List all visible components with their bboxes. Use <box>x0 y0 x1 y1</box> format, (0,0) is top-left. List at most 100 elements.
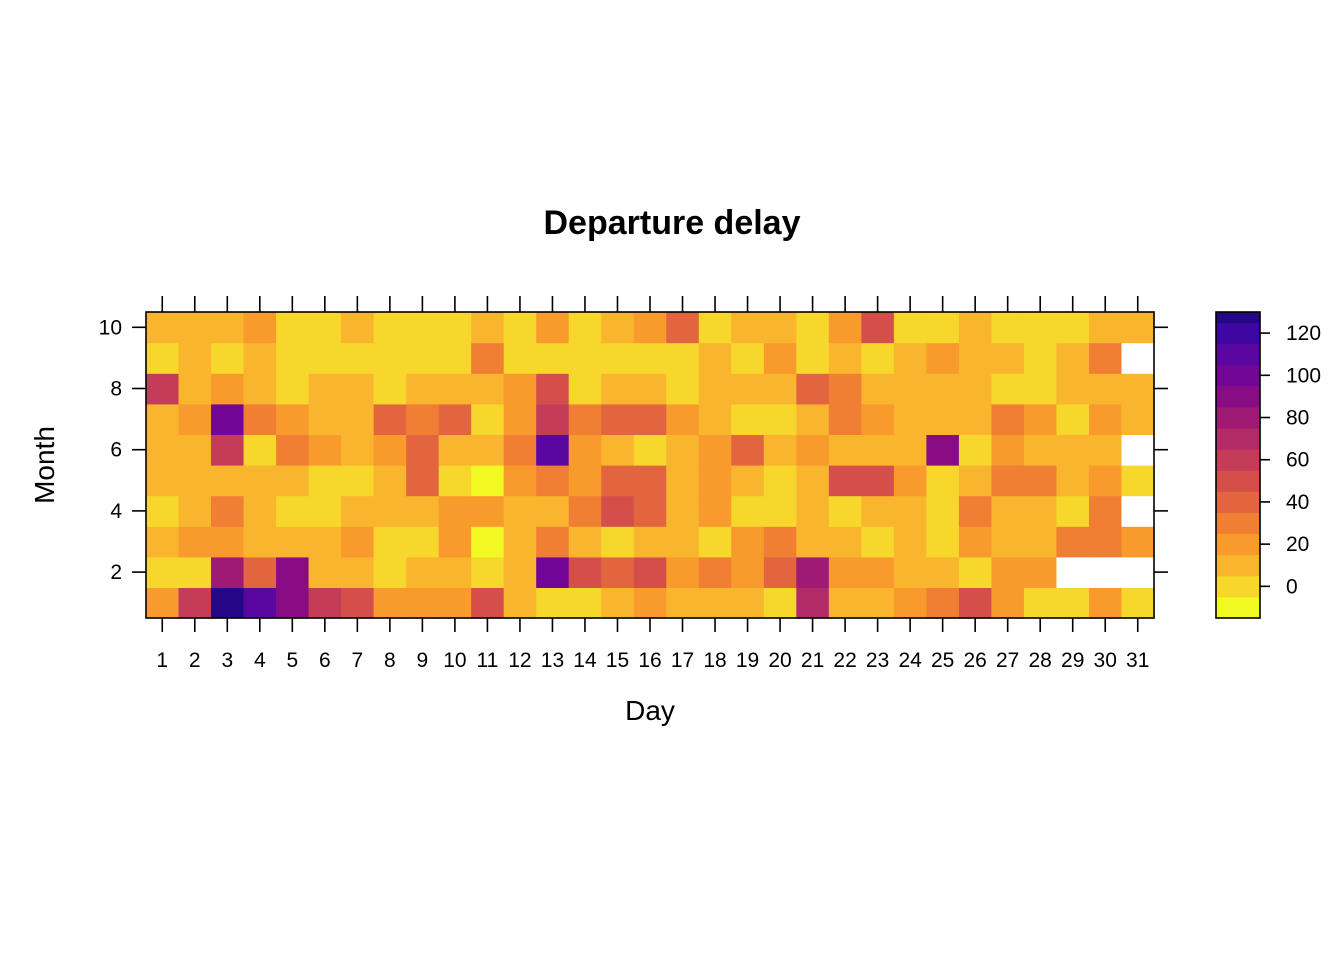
x-tick-label: 4 <box>254 649 266 672</box>
heatmap-cell <box>633 312 667 344</box>
heatmap-cell <box>536 526 570 558</box>
heatmap-cell <box>926 526 960 558</box>
heatmap-cell <box>1121 403 1155 435</box>
heatmap-cell <box>666 556 700 588</box>
heatmap-cell <box>276 373 310 405</box>
heatmap-cell <box>1056 526 1090 558</box>
heatmap-cell <box>796 556 830 588</box>
heatmap-cell <box>958 495 993 527</box>
heatmap-cell <box>503 373 537 405</box>
y-tick-label: 6 <box>110 439 122 462</box>
x-tick-label: 14 <box>573 649 597 672</box>
heatmap-cell <box>308 465 342 497</box>
heatmap-cell <box>698 526 732 558</box>
heatmap-cell <box>406 587 440 619</box>
color-legend: 0 20 40 60 80 100 120 <box>1215 311 1321 619</box>
heatmap-cell <box>1023 434 1058 466</box>
x-tick-label: 17 <box>671 649 694 672</box>
heatmap-cell <box>796 312 830 344</box>
heatmap-cell <box>178 312 212 344</box>
heatmap-cell <box>601 495 635 527</box>
heatmap-cell <box>893 587 927 619</box>
heatmap-cell <box>1088 403 1123 435</box>
heatmap-cell <box>503 495 537 527</box>
heatmap-cell <box>536 403 570 435</box>
heatmap-cell <box>601 587 635 619</box>
heatmap-cell <box>438 403 472 435</box>
heatmap-cell <box>893 434 927 466</box>
heatmap-cell <box>958 526 993 558</box>
heatmap-cell <box>536 556 570 588</box>
x-tick-label: 5 <box>286 649 298 672</box>
heatmap-cell <box>666 342 700 374</box>
heatmap-cells <box>146 312 1155 619</box>
heatmap-cell <box>633 587 667 619</box>
heatmap-cell <box>211 434 245 466</box>
heatmap-cell <box>568 373 602 405</box>
heatmap-cell <box>178 556 212 588</box>
heatmap-cell <box>211 312 245 344</box>
heatmap-cell <box>633 526 667 558</box>
legend-swatch <box>1216 554 1260 577</box>
heatmap-cell <box>601 342 635 374</box>
heatmap-cell <box>308 434 342 466</box>
y-axis: 2 4 6 8 10 <box>99 316 1168 584</box>
heatmap-cell <box>698 495 732 527</box>
legend-swatch <box>1216 406 1260 429</box>
heatmap-cell <box>926 373 960 405</box>
heatmap-cell <box>406 312 440 344</box>
heatmap-cell <box>763 526 797 558</box>
x-tick-label: 15 <box>606 649 629 672</box>
heatmap-cell <box>406 526 440 558</box>
heatmap-cell <box>373 403 407 435</box>
legend-tick-label: 60 <box>1286 449 1309 472</box>
heatmap-cell <box>1121 312 1155 344</box>
heatmap-cell <box>926 403 960 435</box>
heatmap-cell <box>373 495 407 527</box>
heatmap-cell <box>1088 342 1123 374</box>
heatmap-cell <box>308 556 342 588</box>
heatmap-cell <box>146 465 180 497</box>
heatmap-cell <box>406 373 440 405</box>
heatmap-cell <box>861 373 895 405</box>
heatmap-cell <box>731 403 765 435</box>
heatmap-cell <box>1121 434 1155 466</box>
x-tick-label: 7 <box>352 649 364 672</box>
heatmap-cell <box>698 373 732 405</box>
heatmap-cell <box>828 434 862 466</box>
heatmap-cell <box>698 587 732 619</box>
heatmap-cell <box>373 465 407 497</box>
x-tick-label: 26 <box>963 649 986 672</box>
x-tick-label: 28 <box>1029 649 1052 672</box>
legend-swatch <box>1216 596 1260 619</box>
heatmap-cell <box>763 495 797 527</box>
heatmap-cell <box>893 465 927 497</box>
heatmap-cell <box>1023 373 1058 405</box>
heatmap-cell <box>406 403 440 435</box>
heatmap-cell <box>1056 434 1090 466</box>
heatmap-cell <box>373 587 407 619</box>
heatmap-cell <box>991 434 1025 466</box>
heatmap-cell <box>601 403 635 435</box>
heatmap-cell <box>763 465 797 497</box>
x-tick-label: 13 <box>541 649 564 672</box>
heatmap-cell <box>633 434 667 466</box>
heatmap-cell <box>503 556 537 588</box>
heatmap-cell <box>211 465 245 497</box>
y-tick-label: 10 <box>99 316 122 339</box>
heatmap-cell <box>308 373 342 405</box>
heatmap-cell <box>926 465 960 497</box>
heatmap-cell <box>633 403 667 435</box>
heatmap-cell <box>243 403 277 435</box>
x-tick-label: 20 <box>768 649 791 672</box>
heatmap-cell <box>666 587 700 619</box>
heatmap-cell <box>828 373 862 405</box>
heatmap-cell <box>731 434 765 466</box>
heatmap-cell <box>536 465 570 497</box>
x-tick-label: 1 <box>156 649 168 672</box>
heatmap-cell <box>178 495 212 527</box>
heatmap-cell <box>1023 465 1058 497</box>
x-tick-label: 31 <box>1126 649 1149 672</box>
heatmap-cell <box>243 342 277 374</box>
heatmap-cell <box>796 526 830 558</box>
